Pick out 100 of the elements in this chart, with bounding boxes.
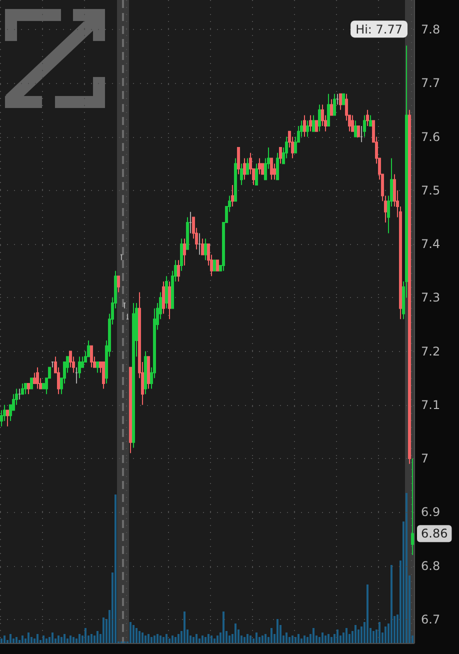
bar [130,622,132,643]
bar [114,494,116,643]
candlestick [75,366,78,384]
candlestick [243,158,246,180]
bar [304,636,306,643]
bar [256,632,258,643]
bar [208,634,210,643]
candlestick [96,361,99,374]
bar [346,628,348,643]
bar [64,634,66,643]
candlestick [333,93,336,116]
bar [144,636,146,643]
candlestick [336,93,339,106]
bar [162,637,164,643]
y-tick-label: 7.7 [421,76,440,90]
bar [214,638,216,643]
candlestick [216,260,219,272]
bar [202,636,204,643]
candlestick [354,120,357,138]
bar [330,637,332,643]
bar [276,619,278,643]
candlestick [102,361,105,390]
candlestick [90,345,93,368]
bar [166,634,168,643]
candlestick [27,382,30,395]
candlestick [198,232,201,256]
bar [372,631,374,643]
bar [264,634,266,643]
bar [42,636,44,643]
y-tick-label: 7.6 [421,130,440,144]
bar [184,612,186,643]
bar [142,632,144,643]
candlestick [318,104,321,132]
candlestick [201,238,204,256]
candlestick [21,382,24,395]
candlestick [6,410,9,427]
candlestick [366,109,369,127]
bar [58,636,60,643]
bar [10,634,12,643]
y-tick-label: 7 [421,452,429,466]
y-tick-label: 6.7 [421,612,440,626]
bar [306,637,308,643]
bar [336,630,338,643]
candlestick [129,366,132,454]
bar [384,626,386,643]
bar [96,631,98,643]
candlestick [258,158,261,175]
bar [298,634,300,643]
candlestick [360,126,363,143]
candlestick [330,98,333,116]
candlestick [369,114,372,127]
candlestick [36,366,39,390]
candlestick [186,216,189,250]
y-tick-label: 6.8 [421,558,440,573]
bar [136,628,138,643]
bar [406,493,408,643]
candlestick [132,302,135,448]
candlestick [327,93,330,127]
candlestick [213,260,216,272]
candlestick [357,126,360,138]
bar [378,622,380,643]
candlestick [411,458,414,556]
y-tick-label: 6.9 [421,505,440,520]
bar [222,612,224,643]
candlestick [309,114,312,132]
candlestick [30,378,33,390]
candlestick [363,114,366,138]
bar [294,637,296,643]
candlestick [162,281,165,314]
bar [156,634,158,643]
bar [52,632,54,643]
bar [292,636,294,643]
candlestick [312,114,315,132]
bar [322,632,324,643]
bar [262,636,264,643]
bar [312,628,314,643]
candlestick [189,211,192,234]
bar [150,637,152,643]
candlestick [408,109,411,464]
bar [132,625,134,643]
y-tick-label: 7.5 [421,183,440,198]
bar [16,637,18,643]
bar [28,632,30,643]
annotation: 6.86 [421,526,448,541]
bar [174,637,176,643]
candlestick [117,276,120,293]
bar [216,636,218,643]
bar [270,628,272,643]
candlestick [270,158,273,180]
candlestick [204,238,207,261]
candlestick [120,254,123,261]
y-tick-label: 7.3 [421,290,440,305]
bar [102,618,104,643]
bar [210,636,212,643]
candlestick [123,302,126,309]
candlestick [234,158,237,202]
bar [70,636,72,643]
bar [36,634,38,643]
candlestick [144,350,147,395]
candlestick [240,163,243,186]
